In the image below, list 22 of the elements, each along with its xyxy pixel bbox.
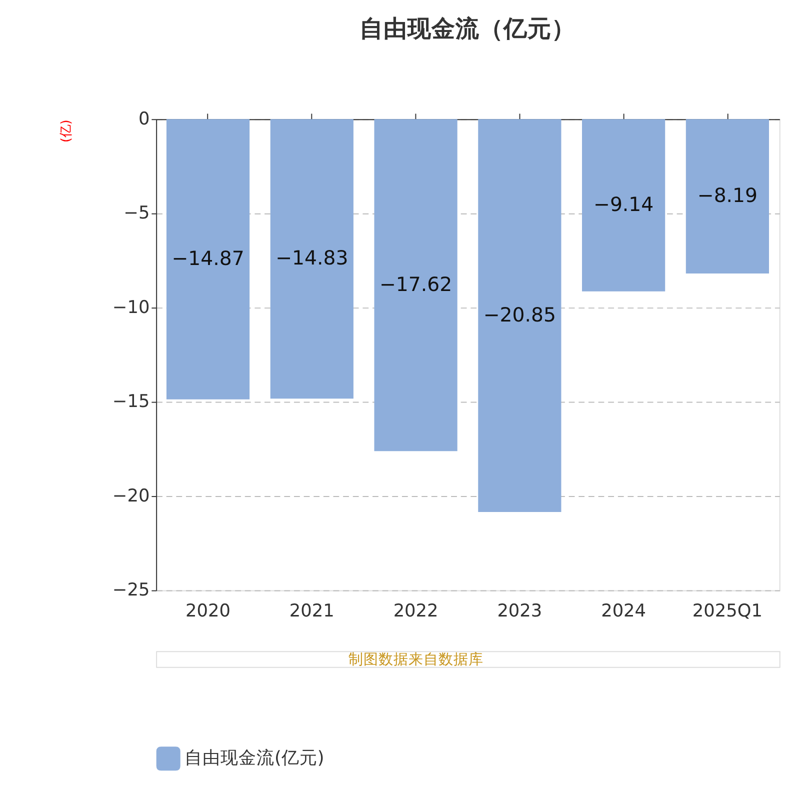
data-label: −17.62 bbox=[379, 273, 452, 296]
data-label: −14.83 bbox=[276, 246, 348, 270]
data-label: −8.19 bbox=[697, 184, 758, 208]
legend-label: 自由现金流(亿元) bbox=[184, 748, 324, 769]
x-tick-label: 2022 bbox=[393, 601, 438, 622]
data-label: −14.87 bbox=[172, 247, 244, 270]
y-tick-label: −5 bbox=[124, 204, 150, 224]
data-label: −9.14 bbox=[593, 193, 654, 216]
x-tick-label: 2025Q1 bbox=[692, 601, 762, 622]
y-tick-label: 0 bbox=[138, 110, 150, 130]
x-tick-label: 2020 bbox=[186, 601, 230, 622]
y-tick-label: −20 bbox=[112, 486, 150, 506]
chart-title: 自由现金流（亿元） bbox=[360, 14, 576, 43]
data-label: −20.85 bbox=[483, 303, 556, 326]
x-tick-label: 2024 bbox=[601, 601, 646, 622]
x-tick-label: 2021 bbox=[289, 601, 334, 622]
text: 制图数据来自数据库 bbox=[348, 650, 484, 668]
y-tick-label: −25 bbox=[112, 580, 150, 601]
y-tick-label: −10 bbox=[112, 298, 150, 318]
y-axis-title: (亿) bbox=[59, 120, 74, 143]
y-tick-label: −15 bbox=[112, 392, 150, 412]
x-tick-label: 2023 bbox=[497, 601, 542, 622]
